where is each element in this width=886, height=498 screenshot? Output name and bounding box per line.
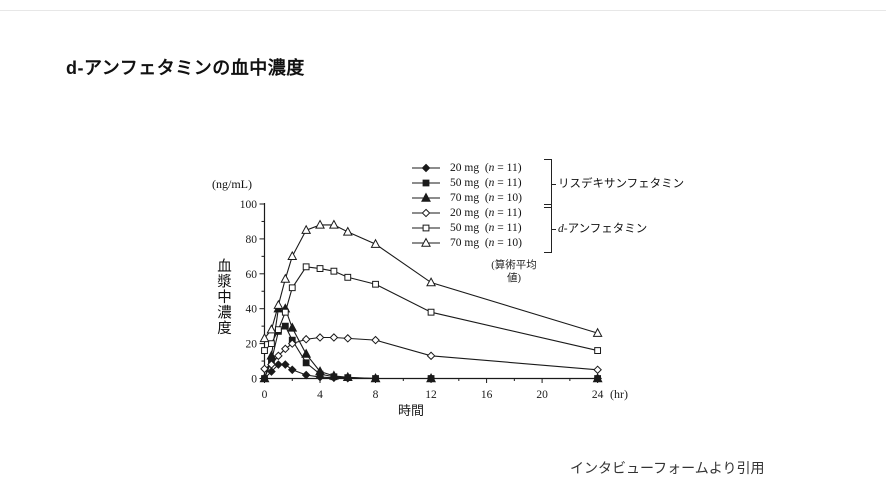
x-tick-label: 24 — [592, 389, 604, 401]
page-title: d-アンフェタミンの血中濃度 — [66, 58, 305, 78]
marker-open-triangle — [266, 324, 277, 334]
marker-open-square — [594, 347, 602, 354]
marker-open-triangle — [328, 219, 339, 229]
marker-filled-triangle — [426, 373, 436, 383]
y-tick-label: 100 — [240, 199, 258, 211]
marker-open-square — [281, 308, 289, 316]
mean-note-line1: (算術平均 — [491, 260, 537, 271]
slide-top-border — [0, 10, 886, 11]
marker-open-triangle — [426, 277, 436, 287]
marker-open-diamond — [274, 351, 283, 361]
x-tick-label: 16 — [481, 389, 493, 401]
x-tick-label: 12 — [425, 389, 437, 401]
marker-open-diamond — [260, 364, 269, 374]
marker-filled-square — [302, 359, 310, 367]
marker-open-diamond — [371, 335, 380, 345]
marker-open-triangle — [370, 238, 381, 248]
marker-open-diamond — [287, 339, 297, 348]
marker-open-triangle — [280, 273, 291, 283]
marker-filled-diamond — [274, 360, 283, 369]
y-tick-label: 0 — [251, 374, 257, 386]
marker-open-diamond — [281, 344, 290, 354]
marker-open-square — [330, 267, 338, 275]
x-tick-label: 20 — [536, 389, 548, 401]
series-line-filled-triangle-2 — [263, 308, 598, 380]
y-axis-unit-label: (ng/mL) — [212, 177, 252, 191]
marker-filled-triangle — [266, 350, 277, 360]
y-tick-label: 40 — [246, 304, 258, 316]
source-note: インタビューフォームより引用 — [570, 460, 765, 476]
marker-open-square — [344, 273, 352, 281]
series-line-open-triangle-5 — [264, 224, 598, 339]
marker-open-square — [261, 347, 268, 354]
marker-open-square — [427, 308, 435, 316]
marker-open-square — [372, 280, 379, 288]
x-axis-unit-label: (hr) — [610, 387, 628, 401]
marker-filled-triangle — [315, 366, 325, 376]
marker-open-diamond — [267, 360, 276, 369]
marker-open-square — [288, 284, 296, 292]
marker-open-diamond — [593, 365, 602, 375]
marker-filled-diamond — [301, 370, 311, 380]
marker-filled-diamond — [287, 365, 297, 375]
marker-open-triangle — [315, 219, 325, 229]
marker-filled-diamond — [267, 367, 276, 376]
marker-filled-triangle — [328, 370, 339, 380]
marker-filled-square — [281, 322, 289, 330]
axes — [263, 203, 601, 380]
marker-open-triangle — [287, 250, 298, 261]
marker-open-diamond — [426, 351, 436, 361]
marker-filled-triangle — [301, 348, 312, 358]
marker-filled-triangle — [592, 373, 603, 383]
marker-open-diamond — [329, 333, 339, 342]
marker-open-diamond — [343, 334, 353, 343]
marker-open-triangle — [273, 299, 284, 309]
mean-note: (算術平均 値) — [468, 259, 560, 285]
y-tick-label: 80 — [246, 234, 258, 246]
marker-open-triangle — [259, 332, 270, 343]
x-tick-label: 8 — [373, 389, 379, 401]
marker-filled-diamond — [281, 360, 290, 369]
marker-open-triangle — [342, 226, 353, 236]
x-tick-label: 0 — [262, 389, 268, 401]
marker-open-diamond — [315, 333, 325, 342]
marker-filled-triangle — [287, 322, 298, 332]
mean-note-line2: 値) — [507, 273, 521, 284]
marker-open-square — [274, 326, 282, 334]
y-axis-label: 血漿中濃度 — [215, 258, 231, 336]
marker-filled-triangle — [370, 373, 381, 383]
marker-open-square — [302, 263, 310, 271]
marker-open-square — [268, 340, 275, 347]
marker-open-triangle — [592, 327, 603, 337]
y-tick-label: 60 — [246, 269, 258, 281]
marker-filled-triangle — [342, 371, 353, 381]
y-tick-label: 20 — [246, 339, 258, 351]
marker-open-triangle — [301, 224, 312, 234]
x-tick-label: 4 — [317, 389, 323, 401]
marker-open-diamond — [301, 334, 311, 344]
marker-open-square — [316, 265, 324, 272]
marker-filled-triangle — [259, 373, 270, 383]
x-axis-label: 時間 — [398, 403, 424, 418]
